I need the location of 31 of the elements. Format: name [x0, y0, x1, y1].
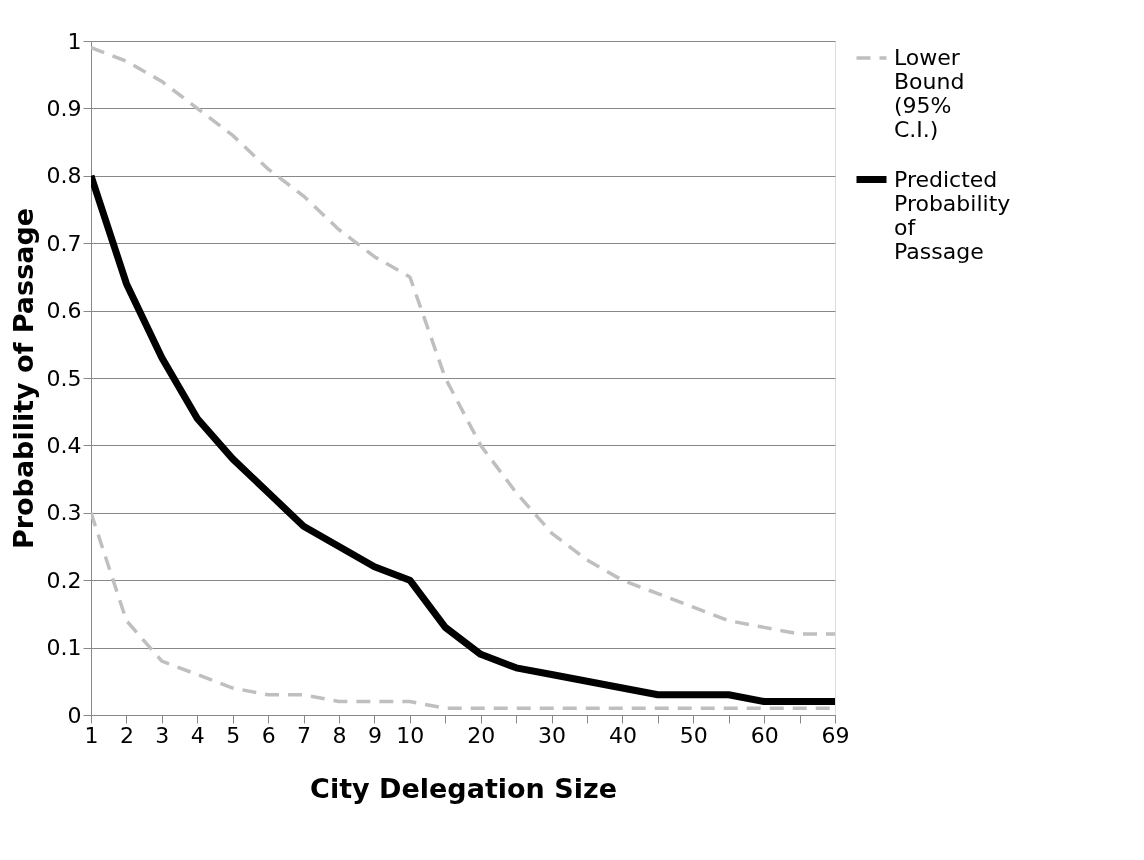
y-tick-label: 0.8	[46, 163, 82, 189]
x-tick-label: 30	[538, 722, 567, 748]
x-tick-label: 20	[467, 722, 496, 748]
legend-label: Predicted Probability of Passage	[894, 166, 1011, 264]
x-tick-label: 3	[155, 722, 170, 748]
y-tick-label: 0.9	[46, 95, 82, 121]
x-tick-label: 40	[608, 722, 637, 748]
x-tick-label: 69	[821, 722, 850, 748]
x-tick-label: 2	[119, 722, 134, 748]
x-tick-label: 8	[332, 722, 347, 748]
x-tick-label: 6	[261, 722, 276, 748]
y-tick-label: 0.6	[46, 298, 82, 324]
y-tick-label: 0.1	[46, 635, 82, 661]
legend-label: Lower Bound (95% C.I.)	[894, 45, 965, 142]
x-tick-label: 1	[84, 722, 99, 748]
x-tick-label: 5	[226, 722, 241, 748]
x-tick-label: 4	[190, 722, 205, 748]
y-tick-label: 1	[67, 28, 82, 54]
y-axis-title: Probability of Passage	[7, 207, 39, 550]
x-tick-label: 9	[367, 722, 382, 748]
x-tick-label: 60	[750, 722, 779, 748]
y-tick-label: 0	[67, 702, 82, 728]
y-tick-label: 0.3	[46, 500, 82, 526]
y-tick-label: 0.5	[46, 365, 82, 391]
y-tick-label: 0.2	[46, 567, 82, 593]
x-tick-label: 7	[297, 722, 312, 748]
x-axis-title: City Delegation Size	[310, 772, 617, 804]
y-tick-label: 0.7	[46, 230, 82, 256]
y-tick-label: 0.4	[46, 432, 82, 458]
x-tick-label: 10	[396, 722, 425, 748]
x-tick-label: 50	[679, 722, 708, 748]
